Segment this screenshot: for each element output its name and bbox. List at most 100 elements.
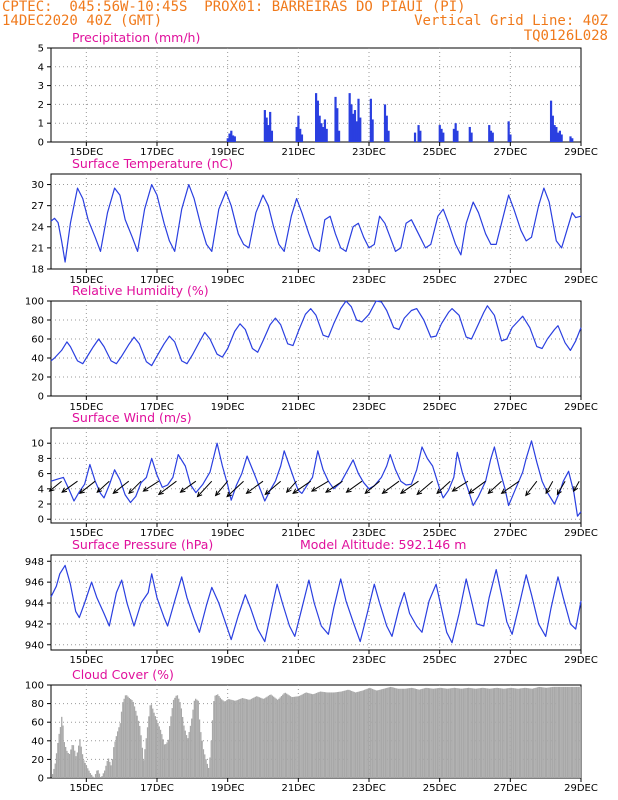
cloud-area-column — [248, 699, 250, 778]
precip-bar — [299, 128, 302, 142]
cloud-area-column — [204, 754, 206, 778]
cloud-area-column — [328, 692, 331, 778]
cloud-area-column — [214, 695, 216, 778]
temp-title: Surface Temperature (nC) — [72, 156, 233, 171]
cloud-area-column — [123, 698, 125, 778]
cloud-area-column — [460, 688, 462, 778]
cloud-area-column — [416, 689, 418, 778]
cloud-area-column — [473, 688, 475, 778]
wind-arrow-head — [128, 488, 134, 495]
cloud-area-column — [413, 688, 415, 778]
precip-bar — [263, 110, 266, 142]
cloud-area-column — [222, 700, 224, 778]
cloud-area-column — [366, 688, 368, 778]
precip-bar — [551, 115, 554, 142]
cloud-area-column — [539, 686, 541, 778]
cloud-area-column — [230, 699, 232, 778]
wind-arrow-shaft — [452, 480, 469, 492]
cloud-area-column — [352, 691, 354, 778]
pres-x-tick-label: 21DEC — [281, 655, 315, 666]
cloud-area-column — [57, 742, 59, 778]
cloud-area-column — [111, 759, 114, 778]
precip-title: Precipitation (mm/h) — [72, 30, 200, 45]
precip-bar — [231, 135, 235, 142]
wind-arrow-head — [292, 488, 299, 494]
wind-arrow-head — [157, 489, 164, 496]
precip-bar — [267, 125, 270, 142]
temp-x-tick-label: 29DEC — [564, 275, 598, 286]
wind-x-tick-label: 25DEC — [423, 528, 457, 539]
cloud-area-column — [431, 688, 433, 778]
cloud-area-column — [351, 690, 353, 778]
cloud-area-column — [526, 688, 528, 778]
cloud-area-column — [270, 694, 272, 778]
cloud-area-column — [135, 710, 137, 778]
cloud-area-column — [237, 699, 240, 778]
cloud-area-column — [109, 761, 111, 778]
wind-arrow-head — [451, 486, 458, 492]
cloud-area-column — [365, 689, 367, 778]
cloud-area-column — [458, 688, 461, 778]
cloud-area-column — [289, 696, 292, 778]
cloud-area-column — [94, 774, 97, 778]
cloud-area-column — [175, 695, 177, 778]
temp-x-tick-label: 17DEC — [140, 275, 174, 286]
cloud-area-column — [468, 687, 470, 778]
cloud-area-column — [280, 696, 283, 778]
cloud-area-column — [127, 696, 129, 778]
cloud-area-column — [139, 725, 141, 778]
cloud-area-column — [217, 694, 219, 778]
precip-bar — [315, 93, 318, 142]
cloud-area-column — [501, 688, 504, 778]
cloud-area-column — [314, 693, 316, 778]
temp-x-tick-label: 27DEC — [493, 275, 527, 286]
cloud-area-column — [449, 688, 452, 778]
cloud-area-column — [74, 750, 76, 778]
cloud-area-column — [234, 700, 236, 778]
precip-bar — [228, 133, 231, 142]
wind-x-tick-label: 23DEC — [352, 528, 386, 539]
cloud-area-column — [239, 699, 241, 778]
cloud-area-column — [573, 686, 575, 778]
cloud-area-column — [390, 686, 392, 778]
cloud-area-column — [271, 695, 273, 778]
precip-bar — [558, 130, 561, 142]
cloud-area-column — [344, 690, 346, 778]
wind-series-line — [50, 440, 582, 517]
cloud-area-column — [221, 699, 223, 778]
cloud-area-column — [283, 693, 285, 778]
wind-arrow-shaft — [158, 480, 177, 495]
cloud-title: Cloud Cover (%) — [72, 667, 174, 682]
wind-x-tick-label: 17DEC — [140, 528, 174, 539]
cloud-area-column — [76, 752, 78, 778]
cloud-area-column — [486, 688, 488, 778]
precip-bar — [470, 132, 473, 142]
precip-bar — [438, 125, 441, 142]
cloud-area-column — [522, 688, 524, 778]
wind-y-tick-label: 6 — [38, 469, 44, 480]
wind-frame — [50, 427, 582, 524]
precip-y-tick-label: 0 — [38, 138, 44, 149]
cloud-area-column — [479, 688, 481, 778]
cloud-area-column — [383, 688, 385, 778]
cloud-x-tick-label: 29DEC — [564, 783, 598, 794]
cloud-area-column — [211, 720, 214, 778]
cloud-area-column — [113, 747, 115, 778]
wind-arrow-shaft — [143, 480, 160, 492]
cloud-area-column — [470, 688, 472, 778]
cloud-area-column — [293, 696, 296, 778]
cloud-area-column — [96, 770, 98, 778]
cloud-area-column — [288, 695, 290, 778]
cloud-area-column — [105, 765, 107, 778]
cloud-area-column — [87, 768, 89, 778]
wind-arrow-head — [196, 491, 203, 498]
wind-arrow-shaft — [325, 480, 343, 493]
cloud-area-column — [377, 690, 379, 778]
precip-bar — [337, 130, 341, 142]
pres-x-tick-label: 15DEC — [69, 655, 103, 666]
precip-bar — [549, 100, 553, 142]
cloud-area-column — [387, 687, 389, 778]
precip-bar — [323, 119, 327, 142]
wind-arrow-shaft — [226, 480, 244, 497]
cloud-area-column — [286, 693, 288, 778]
